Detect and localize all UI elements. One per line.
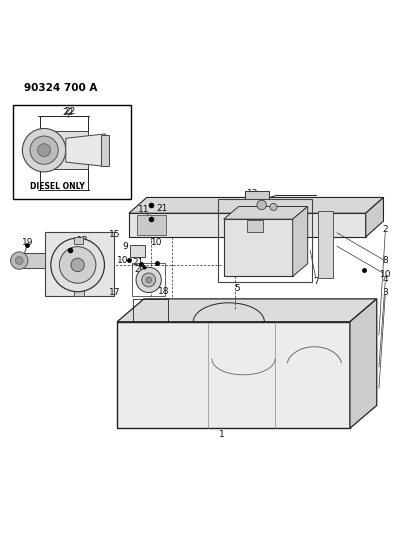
Polygon shape: [117, 299, 377, 322]
Text: 11: 11: [138, 205, 149, 214]
Text: 10: 10: [151, 238, 162, 247]
Circle shape: [23, 128, 66, 172]
Bar: [318, 211, 333, 278]
Text: 14: 14: [15, 260, 27, 269]
Circle shape: [38, 144, 51, 157]
Text: DIESEL ONLY: DIESEL ONLY: [30, 182, 85, 191]
Circle shape: [146, 277, 151, 282]
Circle shape: [15, 256, 23, 264]
Text: 13: 13: [77, 236, 88, 245]
Text: 3: 3: [383, 288, 388, 297]
Text: 12: 12: [247, 189, 258, 198]
Polygon shape: [129, 197, 383, 213]
Bar: [224, 219, 293, 277]
Text: 5: 5: [234, 284, 240, 293]
Bar: [13, 104, 131, 199]
Text: 21: 21: [156, 204, 168, 213]
Text: 8: 8: [383, 256, 388, 265]
Text: 22: 22: [64, 107, 75, 116]
Bar: [45, 232, 114, 296]
Circle shape: [71, 258, 84, 272]
Circle shape: [59, 247, 96, 283]
Circle shape: [136, 267, 161, 293]
Circle shape: [257, 200, 267, 209]
Polygon shape: [293, 206, 308, 277]
Text: 17: 17: [109, 288, 120, 297]
Polygon shape: [350, 299, 377, 429]
Polygon shape: [129, 213, 366, 237]
Text: 6: 6: [261, 223, 267, 232]
Polygon shape: [366, 197, 383, 237]
Text: 22: 22: [62, 108, 73, 117]
Bar: [246, 191, 269, 199]
Bar: [74, 237, 83, 244]
Text: 10: 10: [380, 270, 391, 279]
Circle shape: [142, 273, 156, 287]
Bar: [132, 263, 165, 296]
Polygon shape: [224, 206, 308, 219]
Circle shape: [30, 136, 58, 164]
Text: 20: 20: [134, 265, 145, 274]
Text: 10: 10: [116, 256, 128, 265]
Text: 4: 4: [383, 274, 388, 284]
Text: 7: 7: [314, 277, 319, 286]
Text: 90324 700 A: 90324 700 A: [25, 83, 98, 93]
Bar: [15, 253, 45, 268]
Polygon shape: [66, 134, 105, 166]
Text: 18: 18: [158, 287, 169, 296]
Text: 9: 9: [122, 242, 128, 251]
Circle shape: [270, 204, 277, 211]
Bar: [40, 131, 88, 169]
Text: 16: 16: [74, 289, 86, 298]
Bar: [218, 199, 312, 282]
Bar: [137, 215, 166, 235]
Text: 1: 1: [219, 431, 225, 440]
Text: 21: 21: [132, 259, 144, 268]
Text: 2: 2: [383, 225, 388, 234]
Bar: [130, 245, 145, 257]
Bar: [117, 322, 350, 429]
Text: 19: 19: [22, 238, 33, 247]
Circle shape: [11, 252, 28, 269]
Circle shape: [51, 238, 105, 292]
Text: 15: 15: [109, 230, 120, 239]
Bar: [248, 220, 263, 232]
Bar: [101, 134, 109, 166]
Bar: [74, 288, 84, 296]
